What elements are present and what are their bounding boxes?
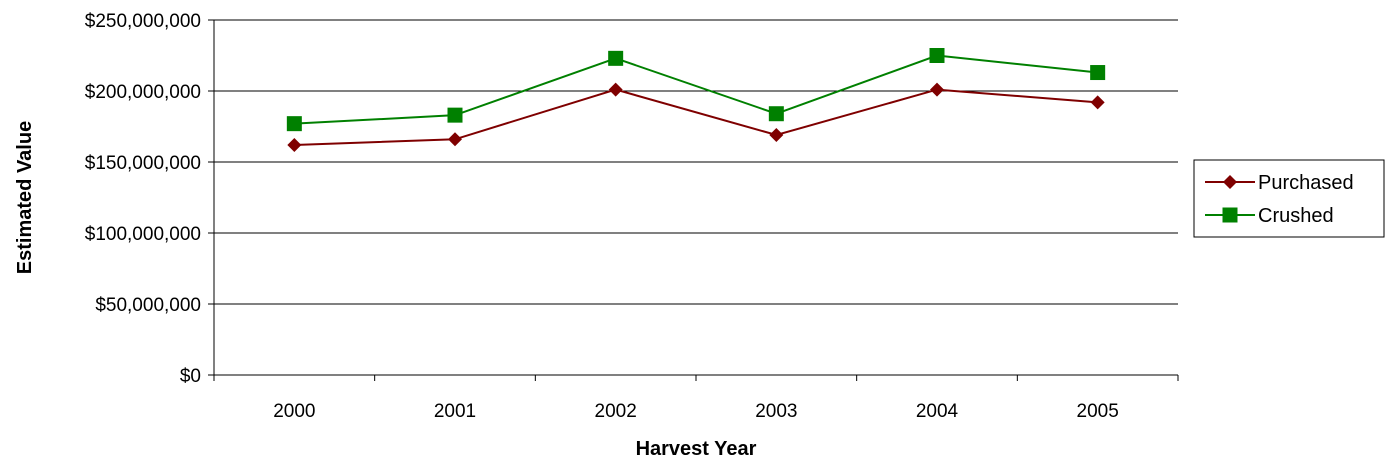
x-tick-label: 2002 bbox=[595, 401, 637, 422]
legend-label: Crushed bbox=[1258, 205, 1334, 227]
data-point-purchased bbox=[608, 82, 623, 97]
y-tick-label: $150,000,000 bbox=[85, 153, 201, 174]
legend-marker bbox=[1223, 175, 1237, 189]
series-line-crushed bbox=[294, 54, 1098, 125]
data-point-crushed bbox=[608, 50, 624, 66]
y-axis-title: Estimated Value bbox=[14, 121, 36, 274]
data-point-crushed bbox=[768, 106, 784, 122]
y-tick-label: $200,000,000 bbox=[85, 82, 201, 103]
x-tick-label: 2001 bbox=[434, 401, 476, 422]
y-tick-label: $50,000,000 bbox=[95, 295, 201, 316]
legend-label: Purchased bbox=[1258, 172, 1354, 194]
axes bbox=[208, 19, 1179, 381]
data-point-crushed bbox=[1090, 65, 1106, 81]
data-point-purchased bbox=[287, 137, 302, 152]
legend-item-crushed: Crushed bbox=[1205, 205, 1334, 227]
legend-box bbox=[1193, 159, 1385, 238]
x-axis-title: Harvest Year bbox=[636, 438, 757, 460]
data-point-crushed bbox=[286, 116, 302, 132]
y-tick-label: $250,000,000 bbox=[85, 11, 201, 32]
data-point-purchased bbox=[769, 128, 784, 143]
data-point-purchased bbox=[448, 132, 462, 147]
legend-item-purchased: Purchased bbox=[1205, 172, 1354, 194]
grid-lines bbox=[214, 19, 1178, 305]
data-point-purchased bbox=[930, 82, 944, 97]
y-tick-label: $100,000,000 bbox=[85, 224, 201, 245]
data-point-crushed bbox=[447, 107, 463, 123]
x-tick-labels: 2000 2001 2002 2003 2004 2005 bbox=[273, 401, 1119, 422]
y-tick-label: $0 bbox=[180, 366, 201, 387]
x-tick-label: 2003 bbox=[755, 401, 797, 422]
x-tick-label: 2000 bbox=[273, 401, 315, 422]
legend-marker bbox=[1222, 207, 1238, 223]
legend: Purchased Crushed bbox=[1193, 159, 1385, 238]
series-lines bbox=[294, 54, 1098, 146]
data-point-purchased bbox=[1090, 95, 1105, 110]
x-tick-label: 2004 bbox=[916, 401, 959, 422]
x-tick-label: 2005 bbox=[1077, 401, 1119, 422]
data-point-crushed bbox=[929, 48, 945, 63]
series-markers bbox=[286, 48, 1106, 152]
y-tick-labels: $0 $50,000,000 $100,000,000 $150,000,000 $20… bbox=[85, 11, 201, 387]
series-line-purchased bbox=[294, 88, 1098, 146]
